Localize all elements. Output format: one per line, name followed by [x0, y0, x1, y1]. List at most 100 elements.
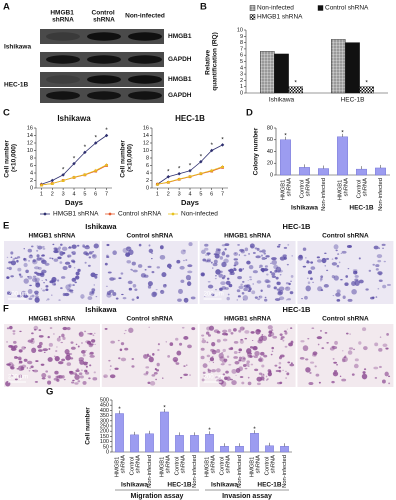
cell [320, 280, 322, 282]
cell [382, 379, 386, 384]
cell [65, 354, 71, 361]
cell [42, 289, 46, 292]
cell [59, 261, 63, 264]
cell [13, 340, 17, 344]
cell [214, 376, 219, 379]
cell [204, 243, 209, 247]
scale-bar-label: 200 μm [8, 375, 28, 381]
cell [23, 278, 29, 284]
subplot-title: Ishikawa [57, 114, 91, 123]
cell [260, 268, 265, 272]
point [104, 163, 109, 167]
cell [233, 258, 238, 261]
y-tick-label: 6 [240, 53, 243, 59]
cell [254, 351, 260, 356]
scale-bar-label: 200 μm [204, 375, 224, 381]
cell [279, 333, 283, 336]
cell [225, 370, 229, 374]
cell [307, 281, 311, 285]
cell [74, 281, 77, 284]
cell [55, 350, 58, 352]
cell [30, 245, 34, 248]
x-axis-label: Days [181, 198, 199, 207]
cell [302, 247, 307, 251]
blot-band [128, 55, 162, 64]
cell [290, 362, 293, 365]
micrograph-title: Control shRNA [322, 316, 369, 323]
cell [247, 290, 251, 293]
cell [183, 365, 186, 367]
cell [258, 295, 263, 299]
cell [118, 357, 121, 360]
cell [23, 358, 28, 362]
bar [130, 434, 139, 453]
cell [233, 341, 239, 344]
cell [238, 254, 241, 256]
cell [208, 325, 215, 331]
cell [33, 369, 39, 373]
cell [317, 343, 320, 346]
cell [91, 288, 96, 292]
cell [226, 355, 230, 359]
cell [240, 283, 243, 286]
cell [18, 360, 23, 364]
y-tick-label: 8 [30, 155, 33, 161]
cell [79, 375, 84, 379]
cell [180, 249, 186, 255]
blot-band [87, 32, 121, 41]
cell [37, 344, 42, 349]
cell [187, 264, 193, 268]
cell [89, 364, 92, 367]
cell [108, 359, 111, 362]
cell [65, 284, 71, 290]
point [61, 173, 65, 177]
cell [358, 257, 361, 260]
cell [263, 252, 266, 255]
y-tick-label: 60 [267, 137, 273, 143]
y-tick-label: 16 [143, 125, 149, 131]
cell [226, 296, 230, 301]
cell [95, 273, 98, 276]
cell [265, 280, 271, 283]
cell [89, 290, 95, 296]
blot-band [46, 55, 80, 64]
cell [351, 280, 356, 286]
cell [305, 367, 311, 373]
series-line [41, 165, 107, 186]
cell [9, 325, 13, 330]
cell [249, 243, 255, 249]
x-tick-label: Control shRNA [264, 455, 276, 475]
cell [270, 329, 274, 332]
cell [287, 298, 292, 301]
micrograph-title: Control shRNA [127, 233, 174, 240]
cell [250, 331, 255, 334]
cell [222, 373, 226, 376]
bar [160, 411, 169, 453]
cell [230, 378, 233, 381]
cell [179, 342, 183, 346]
cell [131, 365, 135, 368]
cell [225, 254, 230, 258]
significance: * [178, 165, 181, 172]
cell [44, 262, 50, 266]
cell [106, 256, 110, 258]
cell [53, 355, 56, 357]
point [50, 178, 54, 183]
cell [159, 245, 164, 250]
cell [354, 274, 359, 278]
cell [287, 361, 291, 364]
cell [342, 356, 348, 363]
cell [83, 251, 88, 255]
cell [242, 295, 249, 301]
cell [285, 377, 287, 379]
cell [10, 251, 14, 255]
cell [346, 245, 352, 248]
cell [151, 258, 153, 260]
cell [28, 370, 31, 372]
cell [274, 364, 278, 367]
cell [93, 284, 95, 286]
cell [314, 365, 317, 368]
cell [90, 272, 96, 278]
cell [35, 282, 41, 288]
cell [249, 355, 253, 358]
